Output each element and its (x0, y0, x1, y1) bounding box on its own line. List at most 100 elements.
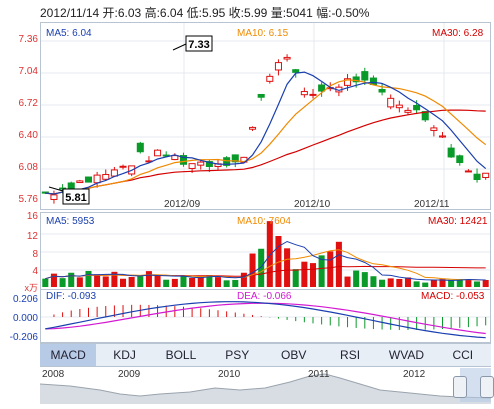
volume-bar (137, 276, 144, 287)
ma30-legend: MA30: 6.28 (432, 28, 484, 39)
volume-value: 5041 (286, 6, 313, 20)
candle-body (93, 174, 101, 184)
macd-chart (41, 301, 490, 339)
candle-body (352, 76, 360, 83)
candle-body (102, 174, 110, 180)
volume-bar (240, 272, 247, 287)
volume-bar (232, 279, 239, 287)
volume-bar (361, 272, 368, 287)
tab-macd[interactable]: MACD (40, 344, 97, 366)
volume-bar (120, 278, 127, 287)
volume-ma30-line (45, 265, 486, 280)
volume-bar (309, 263, 317, 287)
timeline-left-handle[interactable] (453, 376, 467, 398)
ma10-legend: MA10: 6.15 (237, 28, 289, 39)
volume-bar (68, 272, 75, 287)
candle-body (464, 170, 472, 173)
candle-body (318, 84, 326, 92)
volume-bar (42, 278, 49, 287)
candle-body (387, 97, 395, 108)
year-label: 2012 (403, 369, 426, 380)
volume-tick-label: 16 (26, 211, 38, 222)
volume-tick-label: 4 (32, 266, 38, 277)
volume-ma10-line (45, 249, 486, 281)
tab-rsi[interactable]: RSI (340, 348, 361, 362)
candle-body (162, 154, 170, 157)
dea-legend: DEA: -0.066 (237, 291, 292, 302)
change-value: -0.50% (331, 6, 370, 20)
candle-body (188, 163, 196, 169)
volume-bar (145, 271, 152, 287)
macd-legend: MACD: -0.053 (421, 291, 485, 302)
macd-tick-label: -0.206 (9, 332, 38, 343)
candle-body (378, 89, 386, 93)
candle-body (413, 104, 421, 111)
low-label: 低: (186, 6, 202, 20)
tab-psy[interactable]: PSY (225, 348, 250, 362)
volume-bar (335, 241, 342, 287)
high-marker-text: 7.33 (188, 39, 209, 51)
ma5-line (45, 71, 487, 195)
candle-body (205, 161, 213, 167)
volume-tick-label: 12 (26, 231, 38, 242)
volume-ma10-legend: MA10: 7604 (237, 216, 291, 227)
x-axis-label: 2012/09 (164, 199, 201, 209)
candle-body (292, 69, 300, 73)
volume-bar (189, 277, 196, 287)
high-value: 6.04 (159, 6, 184, 20)
candle-body (171, 155, 179, 161)
volume-chart (41, 221, 490, 287)
volume-bar (214, 277, 222, 287)
candle-body (395, 104, 403, 109)
tab-kdj[interactable]: KDJ (113, 348, 136, 362)
candle-body (309, 93, 317, 96)
candle-body (179, 155, 187, 165)
volume-bar (223, 280, 230, 287)
tab-cci[interactable]: CCI (452, 348, 474, 362)
volume-bar (327, 251, 334, 287)
volume-bar (284, 248, 291, 287)
volume-bar (292, 269, 299, 287)
volume-bar (180, 275, 187, 287)
tab-obv[interactable]: OBV (281, 348, 307, 362)
candle-body (438, 135, 447, 138)
volume-ma5-line (45, 240, 486, 282)
volume-label: 量: (270, 6, 287, 20)
ma30-line (45, 109, 486, 195)
volume-bar (111, 271, 118, 287)
candle-body (300, 91, 308, 96)
volume-ma5-legend: MA5: 5953 (46, 216, 95, 227)
timeline-overview-chart: 2008 2009 2010 2011 2012 (39, 368, 492, 404)
volume-bar (318, 255, 325, 287)
macd-tick-label: 0.206 (12, 294, 38, 305)
volume-bar (249, 253, 256, 287)
volume-panel[interactable]: MA5: 5953 MA10: 7604 MA30: 12421 (40, 212, 491, 290)
price-panel[interactable]: 7.33 5.81 2012/09 2012/10 2012/11 MA5: 6… (40, 22, 491, 210)
tab-boll[interactable]: BOLL (165, 348, 197, 362)
timeline-right-handle[interactable] (480, 376, 494, 398)
timeline-navigator[interactable]: 2008 2009 2010 2011 2012 (39, 366, 494, 404)
volume-bar (171, 278, 178, 287)
year-label: 2010 (218, 369, 241, 380)
low-value: 5.95 (201, 6, 226, 20)
candle-body (421, 111, 429, 121)
candle-body (50, 194, 58, 200)
change-label: 幅: (316, 6, 332, 20)
macd-panel[interactable]: DIF: -0.093 DEA: -0.066 MACD: -0.053 (40, 290, 491, 343)
candle-body (266, 75, 274, 82)
candle-body (154, 149, 162, 157)
candle-body (482, 172, 490, 178)
volume-bar (474, 281, 481, 287)
volume-bar (76, 277, 83, 287)
quote-summary: 2012/11/14 开:6.03 高:6.04 低:5.95 收:5.99 量… (40, 4, 369, 21)
volume-bar (128, 276, 135, 287)
volume-bar (50, 273, 57, 287)
volume-bar (482, 279, 489, 287)
candle-body (404, 109, 412, 113)
volume-bar (430, 279, 437, 287)
ma10-line (45, 79, 487, 195)
candle-body (344, 78, 352, 86)
tab-wvad[interactable]: WVAD (388, 348, 424, 362)
quote-date: 2012/11/14 (40, 6, 100, 20)
volume-bar (275, 236, 282, 287)
